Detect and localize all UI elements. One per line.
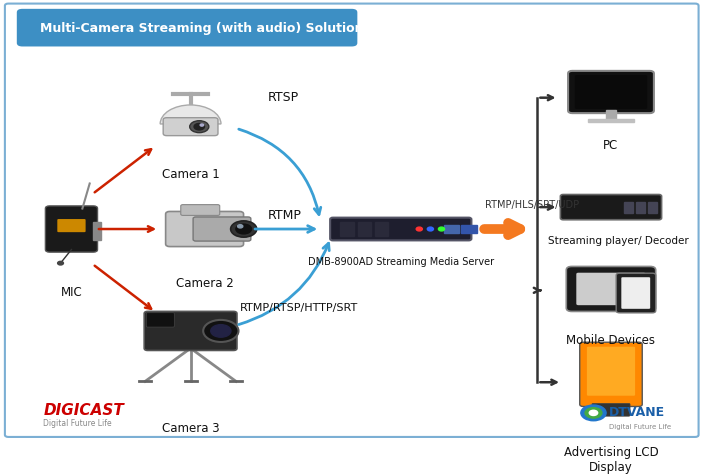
Circle shape (231, 221, 257, 237)
Bar (461, 225, 476, 233)
FancyBboxPatch shape (622, 277, 650, 309)
Bar (624, 202, 633, 212)
Text: DIGICAST: DIGICAST (43, 403, 124, 418)
Text: RTMP: RTMP (268, 210, 302, 222)
Circle shape (428, 227, 433, 231)
FancyBboxPatch shape (616, 273, 656, 313)
Circle shape (589, 410, 598, 416)
FancyBboxPatch shape (181, 205, 219, 215)
Text: RTMP/RTSP/HTTP/SRT: RTMP/RTSP/HTTP/SRT (239, 303, 358, 313)
FancyBboxPatch shape (147, 313, 174, 327)
FancyBboxPatch shape (5, 4, 699, 437)
Circle shape (236, 224, 251, 234)
Bar (358, 222, 371, 236)
Circle shape (200, 124, 204, 126)
Text: Advertising LCD
Display: Advertising LCD Display (564, 446, 658, 474)
Bar (636, 202, 645, 212)
Bar (341, 222, 354, 236)
Circle shape (416, 227, 423, 231)
Text: Streaming player/ Decoder: Streaming player/ Decoder (547, 236, 688, 246)
Bar (444, 225, 459, 233)
Text: Multi-Camera Streaming (with audio) Solution: Multi-Camera Streaming (with audio) Solu… (40, 22, 363, 35)
Bar (375, 222, 389, 236)
FancyBboxPatch shape (592, 403, 630, 416)
Circle shape (194, 123, 205, 130)
Bar (93, 222, 101, 240)
Text: Digital Future Life: Digital Future Life (609, 424, 671, 430)
Circle shape (581, 405, 606, 421)
Text: Camera 3: Camera 3 (161, 422, 219, 435)
Text: DTVANE: DTVANE (609, 406, 665, 419)
FancyBboxPatch shape (561, 194, 661, 220)
FancyBboxPatch shape (163, 118, 218, 136)
FancyBboxPatch shape (144, 311, 237, 350)
FancyBboxPatch shape (576, 273, 646, 305)
Text: RTMP/HLS/SRT/UDP: RTMP/HLS/SRT/UDP (485, 200, 579, 210)
Text: PC: PC (603, 139, 619, 152)
FancyBboxPatch shape (566, 266, 656, 311)
FancyBboxPatch shape (193, 217, 251, 241)
FancyBboxPatch shape (166, 211, 244, 246)
FancyBboxPatch shape (575, 75, 647, 109)
Circle shape (57, 261, 64, 265)
Circle shape (203, 320, 239, 342)
Text: MIC: MIC (61, 286, 82, 299)
Text: Mobile Devices: Mobile Devices (566, 334, 656, 347)
FancyBboxPatch shape (580, 342, 642, 407)
Circle shape (438, 227, 445, 231)
Circle shape (211, 325, 231, 337)
Text: Camera 1: Camera 1 (161, 168, 219, 181)
FancyBboxPatch shape (45, 206, 98, 252)
Text: RTSP: RTSP (268, 91, 299, 104)
FancyBboxPatch shape (568, 71, 654, 113)
FancyBboxPatch shape (57, 219, 86, 232)
Bar (588, 119, 634, 122)
Text: DMB-8900AD Streaming Media Server: DMB-8900AD Streaming Media Server (308, 257, 494, 267)
FancyBboxPatch shape (330, 218, 472, 240)
Text: Digital Future Life: Digital Future Life (43, 419, 112, 428)
Text: Camera 2: Camera 2 (176, 277, 234, 290)
Wedge shape (160, 105, 221, 124)
Circle shape (238, 225, 243, 228)
FancyBboxPatch shape (17, 9, 358, 46)
Circle shape (190, 121, 209, 133)
Bar (607, 110, 615, 119)
Circle shape (585, 408, 602, 418)
Bar (649, 202, 657, 212)
FancyBboxPatch shape (587, 346, 635, 396)
